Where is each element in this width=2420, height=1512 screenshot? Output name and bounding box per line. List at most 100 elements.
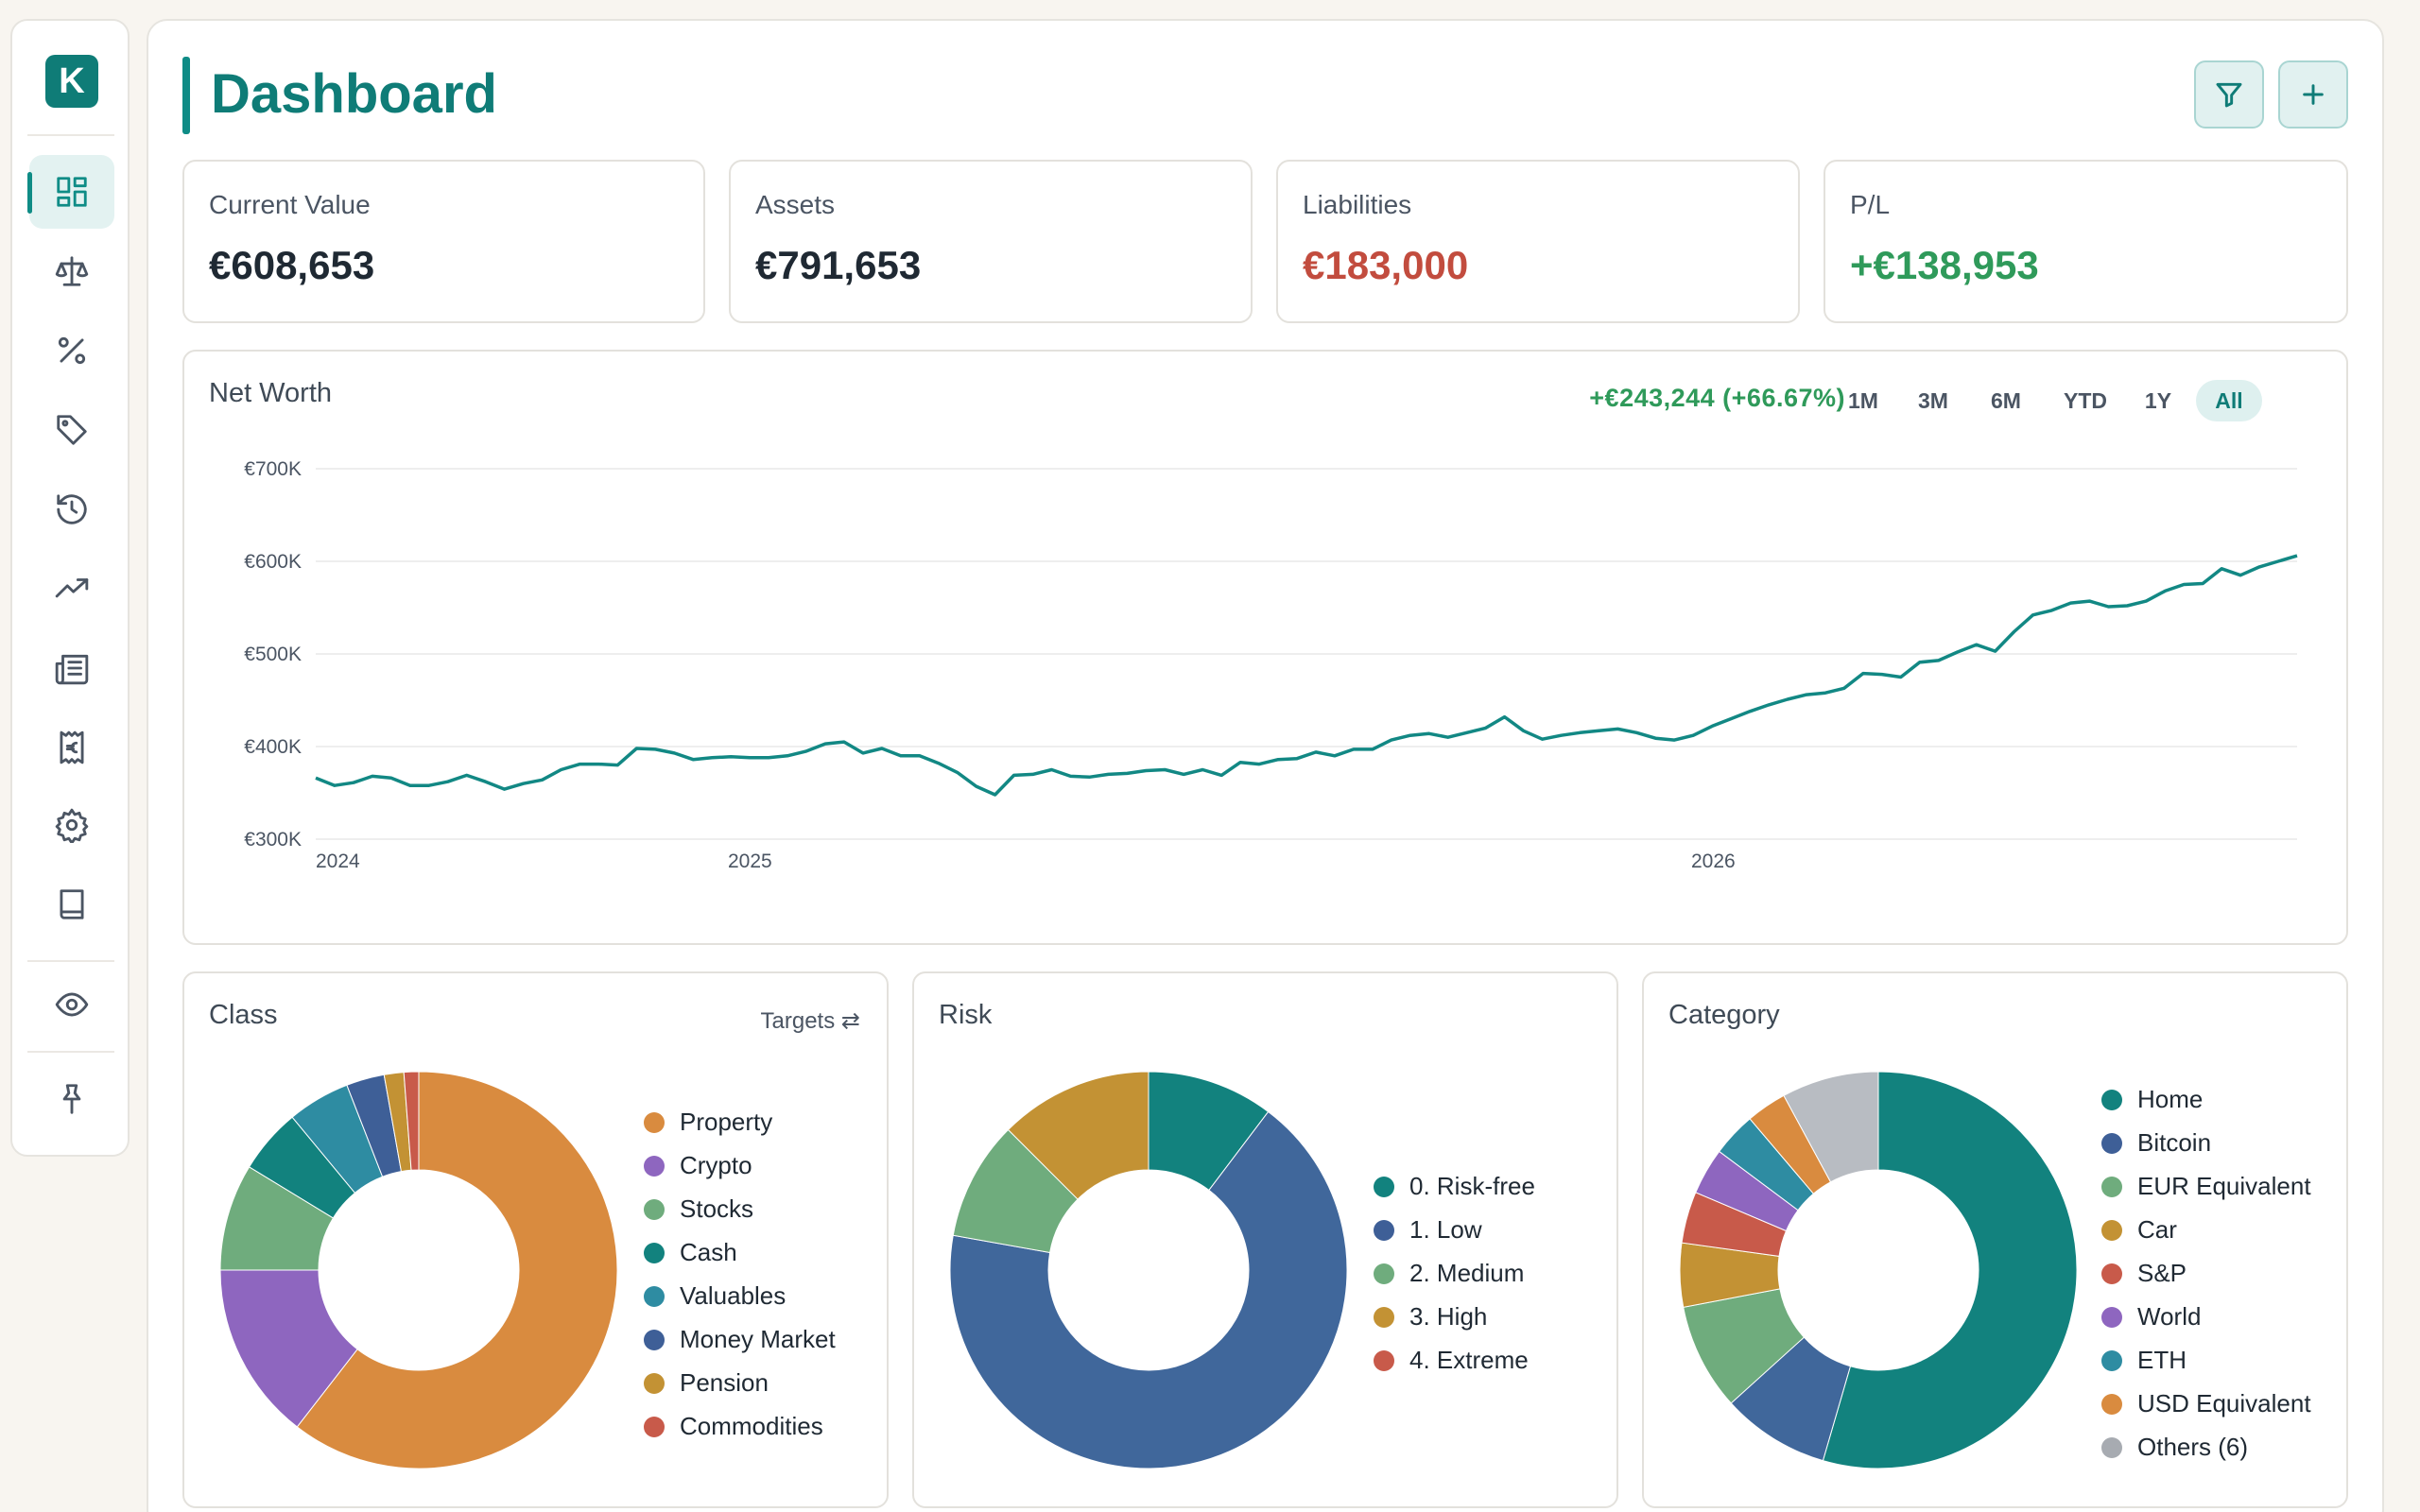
legend-swatch <box>2101 1089 2122 1110</box>
legend-label: Valuables <box>680 1281 786 1310</box>
sidebar-item-dashboard[interactable] <box>27 155 114 229</box>
legend-swatch <box>644 1155 665 1177</box>
legend-label: World <box>2137 1302 2202 1331</box>
legend-label: Pension <box>680 1368 769 1397</box>
legend-item[interactable]: 2. Medium <box>1374 1259 1524 1288</box>
legend-item[interactable]: 4. Extreme <box>1374 1346 1529 1375</box>
kpi-value: €791,653 <box>755 243 922 287</box>
scale-icon <box>55 256 89 286</box>
x-tick-label: 2024 <box>316 850 360 872</box>
sidebar-item-news[interactable] <box>29 631 114 705</box>
filter-button[interactable] <box>2194 60 2264 129</box>
legend-label: Property <box>680 1108 773 1136</box>
range-button-ytd[interactable]: YTD <box>2064 388 2107 413</box>
legend-label: Stocks <box>680 1194 754 1223</box>
legend-item[interactable]: EUR Equivalent <box>2101 1172 2311 1201</box>
legend-item[interactable]: Commodities <box>644 1412 823 1441</box>
legend-swatch <box>1374 1306 1394 1328</box>
legend-label: Money Market <box>680 1325 836 1353</box>
eye-icon <box>55 992 89 1017</box>
targets-toggle[interactable]: Targets ⇄ <box>760 1008 860 1034</box>
book-icon <box>60 889 84 919</box>
sidebar-item-settings[interactable] <box>29 788 114 862</box>
sidebar-divider <box>27 1051 114 1053</box>
y-tick-label: €600K <box>244 551 302 573</box>
legend-item[interactable]: S&P <box>2101 1259 2187 1288</box>
trending-up-icon <box>55 578 89 598</box>
page-title: Dashboard <box>211 63 497 125</box>
sidebar-item-book[interactable] <box>29 868 114 941</box>
sidebar-item-visibility[interactable] <box>29 968 114 1041</box>
sidebar-item-percent[interactable] <box>29 314 114 387</box>
legend-item[interactable]: 3. High <box>1374 1302 1487 1332</box>
sidebar-item-history[interactable] <box>29 472 114 546</box>
range-button-all[interactable]: All <box>2196 380 2262 421</box>
y-tick-label: €400K <box>244 736 302 758</box>
category-title: Category <box>1668 1000 1780 1030</box>
donut-slice[interactable] <box>403 1071 420 1171</box>
newspaper-icon <box>55 654 89 685</box>
y-tick-label: €500K <box>244 644 302 665</box>
history-icon <box>57 494 87 524</box>
sidebar-item-trends[interactable] <box>29 552 114 626</box>
sidebar-item-balance[interactable] <box>29 234 114 308</box>
risk-donut-chart <box>949 1071 1348 1469</box>
gear-icon <box>55 808 89 843</box>
x-tick-label: 2026 <box>1691 850 1736 872</box>
legend-swatch <box>1374 1349 1394 1371</box>
legend-label: Commodities <box>680 1412 823 1440</box>
kpi-assets: Assets €791,653 <box>729 160 1253 323</box>
risk-card: Risk 0. Risk-free 1. Low 2. Medium 3. High 4… <box>912 971 1618 1508</box>
legend-item[interactable]: Pension <box>644 1368 769 1398</box>
kpi-label: P/L <box>1850 190 1891 219</box>
legend-item[interactable]: Stocks <box>644 1194 753 1224</box>
legend-item[interactable]: 0. Risk-free <box>1374 1172 1535 1201</box>
legend-swatch <box>2101 1393 2122 1415</box>
kpi-label: Liabilities <box>1303 190 1412 219</box>
donut-slice[interactable] <box>1007 1071 1150 1200</box>
legend-item[interactable]: 1. Low <box>1374 1215 1482 1245</box>
net-worth-title: Net Worth <box>209 378 333 408</box>
sidebar-divider <box>27 134 114 136</box>
legend-item[interactable]: Home <box>2101 1085 2203 1114</box>
legend-swatch <box>644 1111 665 1133</box>
legend-item[interactable]: ETH <box>2101 1346 2187 1375</box>
donut-slice[interactable] <box>296 1071 618 1469</box>
legend-item[interactable]: Valuables <box>644 1281 786 1311</box>
legend-label: 3. High <box>1409 1302 1488 1331</box>
legend-item[interactable]: Others (6) <box>2101 1433 2248 1462</box>
legend-item[interactable]: Property <box>644 1108 772 1137</box>
sidebar-item-tags[interactable] <box>29 393 114 467</box>
donut-slice[interactable] <box>1822 1071 2078 1469</box>
class-title: Class <box>209 1000 278 1030</box>
tag-icon <box>57 415 87 445</box>
legend-item[interactable]: World <box>2101 1302 2201 1332</box>
legend-swatch <box>1374 1176 1394 1197</box>
kpi-value: +€138,953 <box>1850 243 2039 287</box>
donut-slice[interactable] <box>949 1110 1348 1469</box>
range-button-3m[interactable]: 3M <box>1918 388 1948 413</box>
legend-item[interactable]: Bitcoin <box>2101 1128 2211 1158</box>
range-button-1y[interactable]: 1Y <box>2144 388 2172 413</box>
legend-label: EUR Equivalent <box>2137 1172 2311 1200</box>
kpi-value: €608,653 <box>209 243 375 287</box>
dashboard-icon <box>57 177 87 207</box>
add-button[interactable] <box>2278 60 2348 129</box>
sidebar-item-pin[interactable] <box>29 1062 114 1136</box>
sidebar-item-receipts[interactable] <box>29 711 114 784</box>
legend-item[interactable]: Car <box>2101 1215 2177 1245</box>
range-button-6m[interactable]: 6M <box>1991 388 2021 413</box>
main-panel: Dashboard Current Value €608,653 Assets … <box>147 19 2384 1512</box>
legend-swatch <box>2101 1306 2122 1328</box>
legend-item[interactable]: USD Equivalent <box>2101 1389 2311 1418</box>
legend-item[interactable]: Money Market <box>644 1325 836 1354</box>
donut-slice[interactable] <box>1783 1071 1879 1183</box>
legend-swatch <box>644 1198 665 1220</box>
legend-item[interactable]: Cash <box>644 1238 737 1267</box>
legend-label: Crypto <box>680 1151 752 1179</box>
kpi-pl: P/L +€138,953 <box>1824 160 2348 323</box>
net-worth-chart: €700K €600K €500K €400K €300K 2024 2025 2026 <box>244 458 2298 872</box>
range-button-1m[interactable]: 1M <box>1848 388 1878 413</box>
app-logo[interactable]: K <box>45 55 98 108</box>
legend-item[interactable]: Crypto <box>644 1151 752 1180</box>
